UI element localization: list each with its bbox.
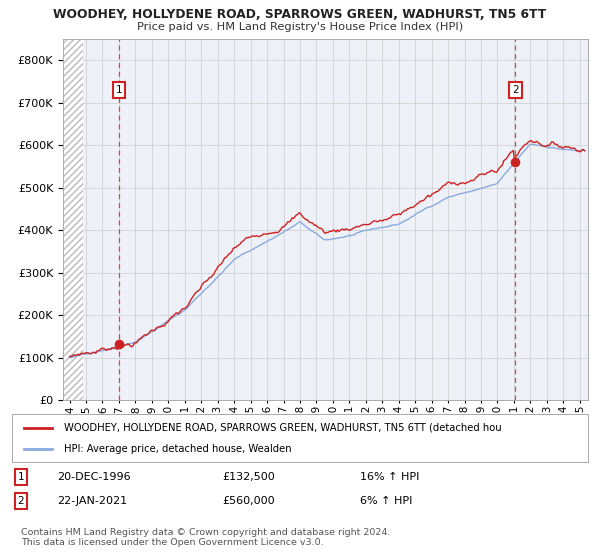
Text: 2: 2 (512, 85, 518, 95)
Text: 22-JAN-2021: 22-JAN-2021 (57, 496, 127, 506)
Text: WOODHEY, HOLLYDENE ROAD, SPARROWS GREEN, WADHURST, TN5 6TT (detached hou: WOODHEY, HOLLYDENE ROAD, SPARROWS GREEN,… (64, 423, 502, 433)
Point (114, 339, 124, 348)
Text: 16% ↑ HPI: 16% ↑ HPI (360, 472, 419, 482)
Text: Contains HM Land Registry data © Crown copyright and database right 2024.
This d: Contains HM Land Registry data © Crown c… (21, 528, 391, 547)
Text: Price paid vs. HM Land Registry's House Price Index (HPI): Price paid vs. HM Land Registry's House … (137, 22, 463, 32)
Text: £132,500: £132,500 (222, 472, 275, 482)
Text: HPI: Average price, detached house, Wealden: HPI: Average price, detached house, Weal… (64, 444, 292, 454)
Point (510, 158, 520, 167)
Text: 6% ↑ HPI: 6% ↑ HPI (360, 496, 412, 506)
Text: 1: 1 (17, 472, 25, 482)
Text: 1: 1 (116, 85, 122, 95)
Text: 20-DEC-1996: 20-DEC-1996 (57, 472, 131, 482)
Text: 2: 2 (17, 496, 25, 506)
Text: £560,000: £560,000 (222, 496, 275, 506)
Text: WOODHEY, HOLLYDENE ROAD, SPARROWS GREEN, WADHURST, TN5 6TT: WOODHEY, HOLLYDENE ROAD, SPARROWS GREEN,… (53, 8, 547, 21)
